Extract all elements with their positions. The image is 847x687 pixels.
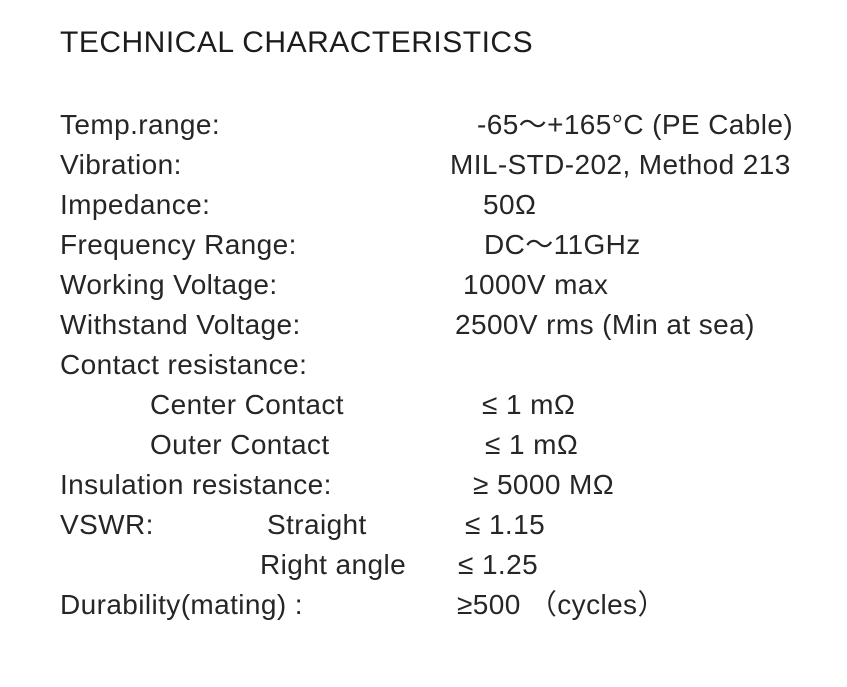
spec-row-vswr-right-angle: Right angle ≤ 1.25	[60, 545, 847, 585]
spec-sublabel: Center Contact	[150, 389, 344, 420]
spec-value: -65～+165°C (PE Cable)	[477, 109, 794, 140]
spec-row-temp-range: Temp.range: -65～+165°C (PE Cable)	[60, 105, 847, 145]
spec-value: ≥ 5000 MΩ	[473, 469, 615, 500]
spec-row-outer-contact: Outer Contact ≤ 1 mΩ	[60, 425, 847, 465]
spec-label: Insulation resistance:	[60, 469, 332, 500]
spec-label: Durability(mating) :	[60, 589, 303, 620]
spec-value: 1000V max	[463, 269, 609, 300]
spec-row-insulation-resistance: Insulation resistance: ≥ 5000 MΩ	[60, 465, 847, 505]
spec-row-vibration: Vibration: MIL-STD-202, Method 213	[60, 145, 847, 185]
spec-value: ≥500 （cycles）	[457, 589, 666, 620]
spec-row-vswr-straight: VSWR: Straight ≤ 1.15	[60, 505, 847, 545]
spec-table: Temp.range: -65～+165°C (PE Cable) Vibrat…	[60, 105, 847, 625]
spec-row-frequency-range: Frequency Range: DC～11GHz	[60, 225, 847, 265]
spec-row-center-contact: Center Contact ≤ 1 mΩ	[60, 385, 847, 425]
spec-value: ≤ 1 mΩ	[482, 389, 576, 420]
spec-sublabel: Outer Contact	[150, 429, 330, 460]
spec-label: Vibration:	[60, 149, 182, 180]
spec-label: Withstand Voltage:	[60, 309, 301, 340]
page-title: TECHNICAL CHARACTERISTICS	[60, 26, 534, 59]
spec-value: 2500V rms (Min at sea)	[455, 309, 755, 340]
spec-value: ≤ 1 mΩ	[485, 429, 579, 460]
spec-value: DC～11GHz	[484, 229, 641, 260]
spec-row-withstand-voltage: Withstand Voltage: 2500V rms (Min at sea…	[60, 305, 847, 345]
spec-label: Temp.range:	[60, 109, 221, 140]
spec-row-working-voltage: Working Voltage: 1000V max	[60, 265, 847, 305]
spec-value: MIL-STD-202, Method 213	[450, 149, 791, 180]
spec-label: Contact resistance:	[60, 349, 308, 380]
spec-row-impedance: Impedance: 50Ω	[60, 185, 847, 225]
spec-row-contact-resistance: Contact resistance:	[60, 345, 847, 385]
spec-label: Impedance:	[60, 189, 211, 220]
spec-value: ≤ 1.25	[458, 549, 539, 580]
spec-row-durability: Durability(mating) : ≥500 （cycles）	[60, 585, 847, 625]
spec-sublabel: Right angle	[260, 549, 407, 580]
spec-value: 50Ω	[483, 189, 537, 220]
spec-sublabel: Straight	[267, 509, 367, 540]
spec-label: Working Voltage:	[60, 269, 278, 300]
spec-value: ≤ 1.15	[465, 509, 546, 540]
spec-label: Frequency Range:	[60, 229, 297, 260]
spec-label: VSWR:	[60, 509, 154, 540]
